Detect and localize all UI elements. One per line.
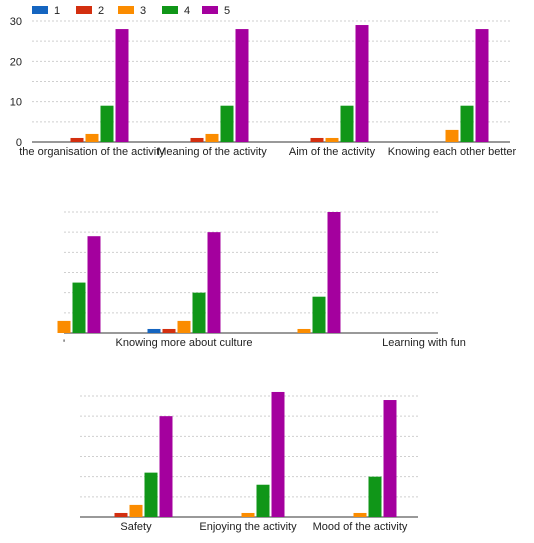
bar-series-3 (445, 129, 459, 142)
legend-swatch (76, 6, 92, 14)
legend-item-2: 2 (76, 5, 104, 17)
category-label: Safety (120, 521, 152, 533)
legend: 1 2 3 4 5 (32, 5, 230, 17)
legend-label: 5 (224, 5, 230, 17)
category-label: Knowing each other better (388, 146, 517, 158)
legend-swatch (202, 6, 218, 14)
bar-series-2 (190, 137, 204, 142)
y-tick-label: 0 (16, 137, 22, 149)
bar-series-2 (114, 512, 128, 517)
bar-series-5 (475, 29, 489, 142)
legend-label: 1 (54, 5, 60, 17)
legend-item-1: 1 (32, 5, 60, 17)
category-label: Knowing more about culture (116, 337, 253, 349)
legend-item-4: 4 (162, 5, 190, 17)
legend-swatch (162, 6, 178, 14)
y-tick-label: 30 (10, 16, 22, 28)
bar-series-4 (144, 472, 158, 517)
category-label: Enjoying the activity (199, 521, 297, 533)
bar-series-4 (340, 105, 354, 142)
bar-series-5 (115, 29, 129, 142)
bar-series-3 (353, 512, 367, 517)
category-label: Mood of the activity (313, 521, 408, 533)
chart-panel-bottom: Safety Enjoying the activity Mood of the a… (80, 391, 418, 533)
bar-series-4 (460, 105, 474, 142)
bar-series-5 (207, 232, 221, 333)
legend-item-3: 3 (118, 5, 146, 17)
category-label: Learning with fun (382, 337, 466, 349)
bar-series-3 (85, 133, 99, 142)
category-label: the organisation of the activity (19, 146, 165, 158)
bar-series-3 (177, 320, 191, 333)
chart-panel-top: 0 10 20 30 the organisation of the activityM… (10, 16, 517, 158)
y-tick-label: 10 (10, 97, 22, 109)
bar-series-1 (147, 328, 161, 333)
legend-label: 4 (184, 5, 190, 17)
bar-series-5 (327, 212, 341, 333)
bar-series-2 (310, 137, 324, 142)
bar-series-5 (235, 29, 249, 142)
legend-label: 2 (98, 5, 104, 17)
chart-panel-middle: Knowing more about culture Learning with … (57, 211, 466, 349)
legend-label: 3 (140, 5, 146, 17)
category-label: Aim of the activity (289, 146, 376, 158)
bar-series-4 (100, 105, 114, 142)
y-tick-label: 20 (10, 56, 22, 68)
legend-swatch (118, 6, 134, 14)
bar-series-4 (192, 292, 206, 333)
bar-series-3 (297, 328, 311, 333)
bar-series-2 (70, 137, 84, 142)
bar-series-3 (241, 512, 255, 517)
bar-series-5 (159, 416, 173, 517)
bar-series-3 (57, 320, 71, 333)
bar-series-4 (368, 476, 382, 517)
bar-series-3 (129, 504, 143, 517)
legend-item-5: 5 (202, 5, 230, 17)
bar-series-4 (312, 296, 326, 333)
cut-off-category-label: ' (63, 338, 65, 350)
category-label: Meaning of the activity (157, 146, 267, 158)
bar-series-4 (256, 484, 270, 517)
bar-series-4 (220, 105, 234, 142)
bar-series-5 (271, 391, 285, 517)
bar-series-3 (205, 133, 219, 142)
bar-series-5 (383, 400, 397, 517)
legend-swatch (32, 6, 48, 14)
bar-series-5 (87, 236, 101, 333)
bar-series-3 (325, 137, 339, 142)
bar-series-5 (355, 25, 369, 142)
bar-series-2 (162, 328, 176, 333)
bar-series-4 (72, 282, 86, 333)
